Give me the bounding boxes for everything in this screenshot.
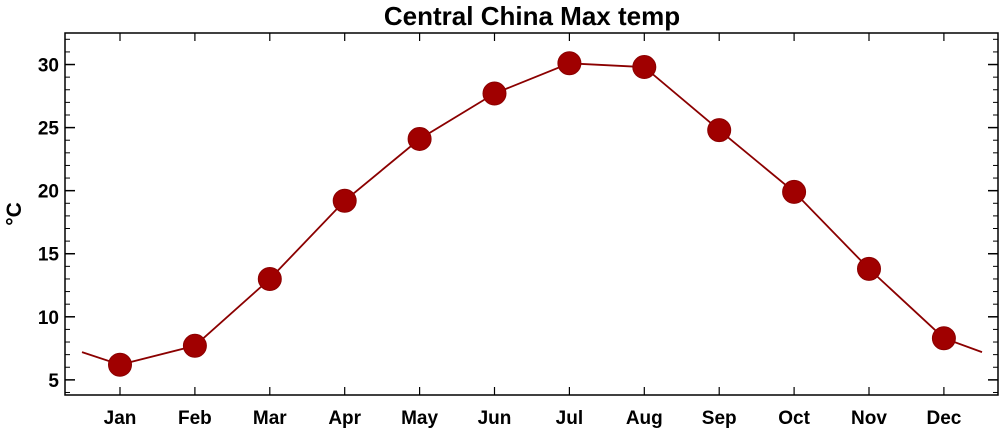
- data-point: [557, 51, 582, 76]
- x-tick-label: Dec: [926, 408, 961, 429]
- data-point: [332, 188, 357, 213]
- x-tick-label: May: [401, 408, 438, 429]
- data-point: [257, 266, 282, 291]
- data-point: [857, 256, 881, 281]
- data-points: [108, 51, 956, 377]
- x-tick-label: Jul: [556, 408, 583, 429]
- y-tick-label: 25: [38, 119, 60, 140]
- x-axis: Jan Feb Mar Apr May Jun Jul Aug Sep Oct Nov Dec: [104, 33, 962, 429]
- x-tick-label: Jun: [478, 408, 512, 429]
- data-point: [632, 55, 657, 80]
- data-point: [782, 179, 807, 204]
- x-tick-label: Apr: [328, 408, 361, 429]
- series-line: [81, 62, 983, 366]
- x-tick-label: Jan: [104, 408, 137, 429]
- data-point: [482, 81, 507, 106]
- y-axis: 5 10 15 20 25 30: [38, 38, 998, 393]
- y-tick-label: 15: [38, 245, 60, 266]
- x-tick-label: Sep: [702, 408, 737, 429]
- y-tick-label: 10: [38, 308, 59, 329]
- chart-title: Central China Max temp: [384, 1, 680, 31]
- y-axis-label: °C: [3, 202, 26, 226]
- x-tick-label: Nov: [851, 408, 887, 429]
- data-point: [407, 126, 432, 151]
- x-tick-label: Oct: [778, 408, 810, 429]
- y-tick-label: 20: [38, 182, 59, 203]
- y-tick-label: 30: [38, 56, 59, 77]
- plot-frame: [64, 32, 999, 396]
- x-tick-label: Feb: [178, 408, 212, 429]
- data-point: [108, 352, 132, 377]
- data-point: [182, 333, 207, 358]
- data-point: [931, 326, 956, 351]
- data-point: [707, 118, 732, 143]
- y-tick-label: 5: [48, 371, 59, 392]
- x-tick-label: Aug: [626, 408, 663, 429]
- x-tick-label: Mar: [253, 408, 287, 429]
